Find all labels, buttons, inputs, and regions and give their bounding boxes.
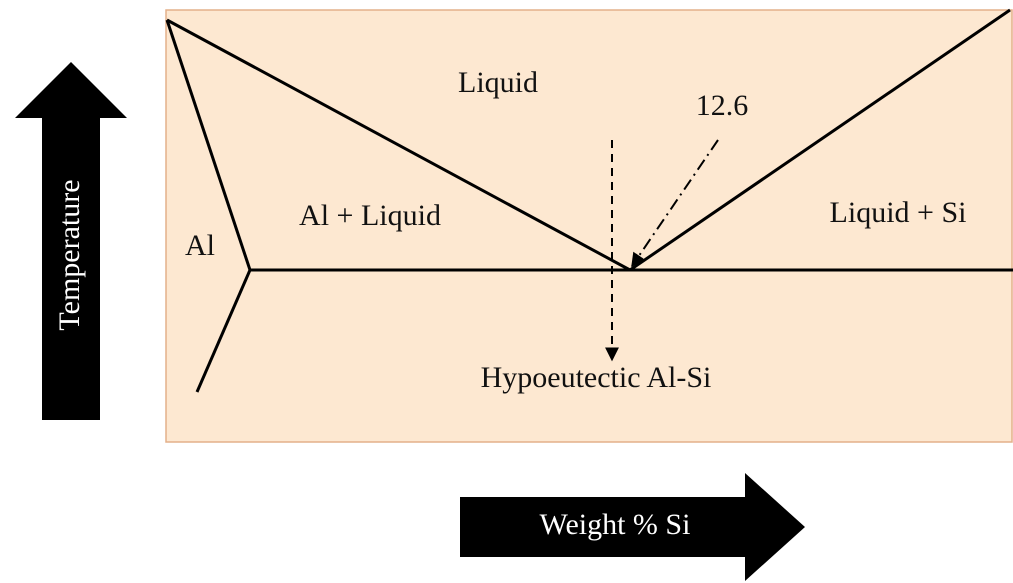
- arrow-label: Hypoeutectic Al-Si: [481, 361, 712, 394]
- liquidus-right: [629, 8, 1011, 272]
- region-label: Al: [185, 229, 215, 262]
- liquidus-left: [166, 18, 631, 272]
- phase-lines: [165, 8, 1013, 393]
- region-label: Liquid + Si: [830, 196, 967, 229]
- region-label: Al + Liquid: [299, 199, 441, 232]
- solvus: [195, 269, 252, 393]
- weight-arrow: [460, 473, 805, 581]
- temperature-arrow: [15, 62, 127, 420]
- region-label: Liquid: [458, 66, 538, 99]
- x-axis-label: Weight % Si: [540, 508, 691, 541]
- eutectic-label: 12.6: [696, 89, 749, 122]
- eutectic-pointer: [631, 139, 719, 268]
- solidus: [165, 19, 252, 271]
- y-axis-label: Temperature: [53, 179, 86, 330]
- diagram-panel: [165, 9, 1013, 443]
